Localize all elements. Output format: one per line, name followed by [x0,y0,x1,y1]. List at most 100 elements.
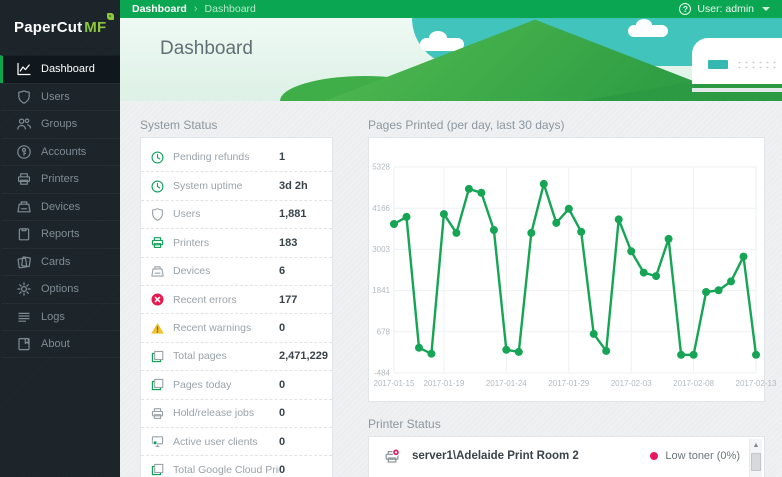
svg-text:3003: 3003 [372,245,390,254]
svg-text:678: 678 [377,327,391,336]
warning-icon [151,322,164,334]
sidebar-item-cards[interactable]: Cards [0,247,120,276]
svg-text:4166: 4166 [372,204,390,213]
pages-icon [151,464,164,476]
sidebar-item-label: Printers [41,173,79,186]
breadcrumb-dashboard-root[interactable]: Dashboard [132,3,187,15]
status-value: 0 [279,463,286,476]
status-row: Printers 183 [141,228,332,256]
cloud-icon [628,19,668,37]
sidebar-item-devices[interactable]: Devices [0,192,120,221]
status-label: Recent warnings [173,322,252,335]
pages-icon [151,350,164,363]
dashboard-chart-icon [17,63,31,76]
scrollbar-thumb[interactable] [751,453,761,471]
svg-text:2017-01-24: 2017-01-24 [486,379,527,388]
status-label: Devices [173,265,211,278]
status-dot-icon [650,452,659,460]
sidebar-item-label: Users [41,90,70,103]
clock-icon [150,179,165,194]
printer-row[interactable]: server1\Adelaide Print Room 2 Low toner (… [369,441,764,471]
status-row: Devices 6 [141,256,332,285]
book-icon [18,337,30,350]
printer-icon [151,237,164,249]
shield-icon [18,89,30,104]
scroll-up-icon[interactable]: ▲ [752,442,760,449]
sidebar-item-about[interactable]: About [0,330,120,358]
status-label: Total pages [173,350,227,363]
gear-icon [17,282,31,296]
status-label: Users [173,208,201,221]
key-icon [16,144,32,160]
svg-text:2017-02-13: 2017-02-13 [736,379,777,388]
printer-icon [150,235,165,250]
user-menu[interactable]: User: admin [697,3,754,15]
sidebar-item-label: Groups [41,118,78,131]
sidebar-item-options[interactable]: Options [0,275,120,303]
printer-list-scrollbar[interactable]: ▲ [749,439,762,477]
logo-text-mf: MF [84,13,115,36]
status-label: Total Google Cloud Print jobs [173,463,279,476]
svg-text:2017-01-29: 2017-01-29 [548,379,589,388]
breadcrumb-dashboard-current[interactable]: Dashboard [204,3,256,15]
sidebar-item-label: Accounts [41,145,87,158]
status-value: 177 [279,293,298,306]
warning-icon [150,321,165,336]
logo-text-papercut: PaperCut [14,19,83,36]
status-label: Pages today [173,378,232,391]
list-icon [16,309,32,325]
papercut-logo[interactable]: PaperCut MF [0,0,120,55]
sidebar-item-label: Cards [41,255,71,268]
people-icon [16,116,32,132]
sidebar-item-accounts[interactable]: Accounts [0,137,120,166]
pages-icon [150,377,165,392]
status-value: 0 [279,322,286,335]
client-icon [150,434,165,449]
status-row: Total pages 2,471,229 [141,341,332,370]
main-content: System Status Pending refunds 1 System upt… [120,101,782,477]
system-status-card: Pending refunds 1 System uptime 3d 2h Users 1… [140,137,333,477]
pages-icon [151,379,164,391]
banner-building-illustration [692,38,782,92]
printer-status: Low toner (0%) [650,450,740,462]
status-label: Pending refunds [173,151,250,164]
status-value: 3d 2h [279,180,308,193]
sidebar-item-groups[interactable]: Groups [0,110,120,138]
status-value: 0 [279,378,286,391]
system-status-title: System Status [140,118,218,132]
sidebar-item-users[interactable]: Users [0,82,120,111]
list-icon [18,312,30,322]
cloud-icon [420,31,464,51]
clock-icon [151,151,164,164]
pages-icon [150,462,165,477]
sidebar-item-label: Logs [41,310,65,323]
status-label: Printers [173,236,210,249]
svg-text:2017-02-03: 2017-02-03 [611,379,652,388]
cards-icon [17,256,31,269]
printer-error-icon [385,447,400,463]
pages-icon [150,349,165,364]
sidebar-item-label: Devices [41,200,81,213]
shield-icon [16,89,32,105]
status-row: Users 1,881 [141,199,332,228]
sidebar-item-printers[interactable]: Printers [0,165,120,193]
cards-icon [16,254,32,270]
error-icon [151,293,164,306]
sidebar-item-dashboard[interactable]: Dashboard [0,55,120,83]
status-row: Hold/release jobs 0 [141,398,332,427]
sidebar-item-reports[interactable]: Reports [0,220,120,248]
status-value: 1,881 [279,208,307,221]
status-row: Active user clients 0 [141,426,332,455]
sidebar-item-logs[interactable]: Logs [0,302,120,331]
status-row: System uptime 3d 2h [141,171,332,199]
printer-status-text: Low toner (0%) [665,450,740,462]
sidebar-item-label: Reports [41,228,80,241]
sidebar-item-label: About [41,337,70,350]
book-icon [16,336,32,352]
help-icon[interactable]: ? [679,3,692,15]
status-row: Pending refunds 1 [141,143,332,171]
pages-printed-chart-title: Pages Printed (per day, last 30 days) [368,118,565,132]
chevron-down-icon[interactable] [762,7,770,11]
sidebar-item-label: Options [41,283,79,296]
